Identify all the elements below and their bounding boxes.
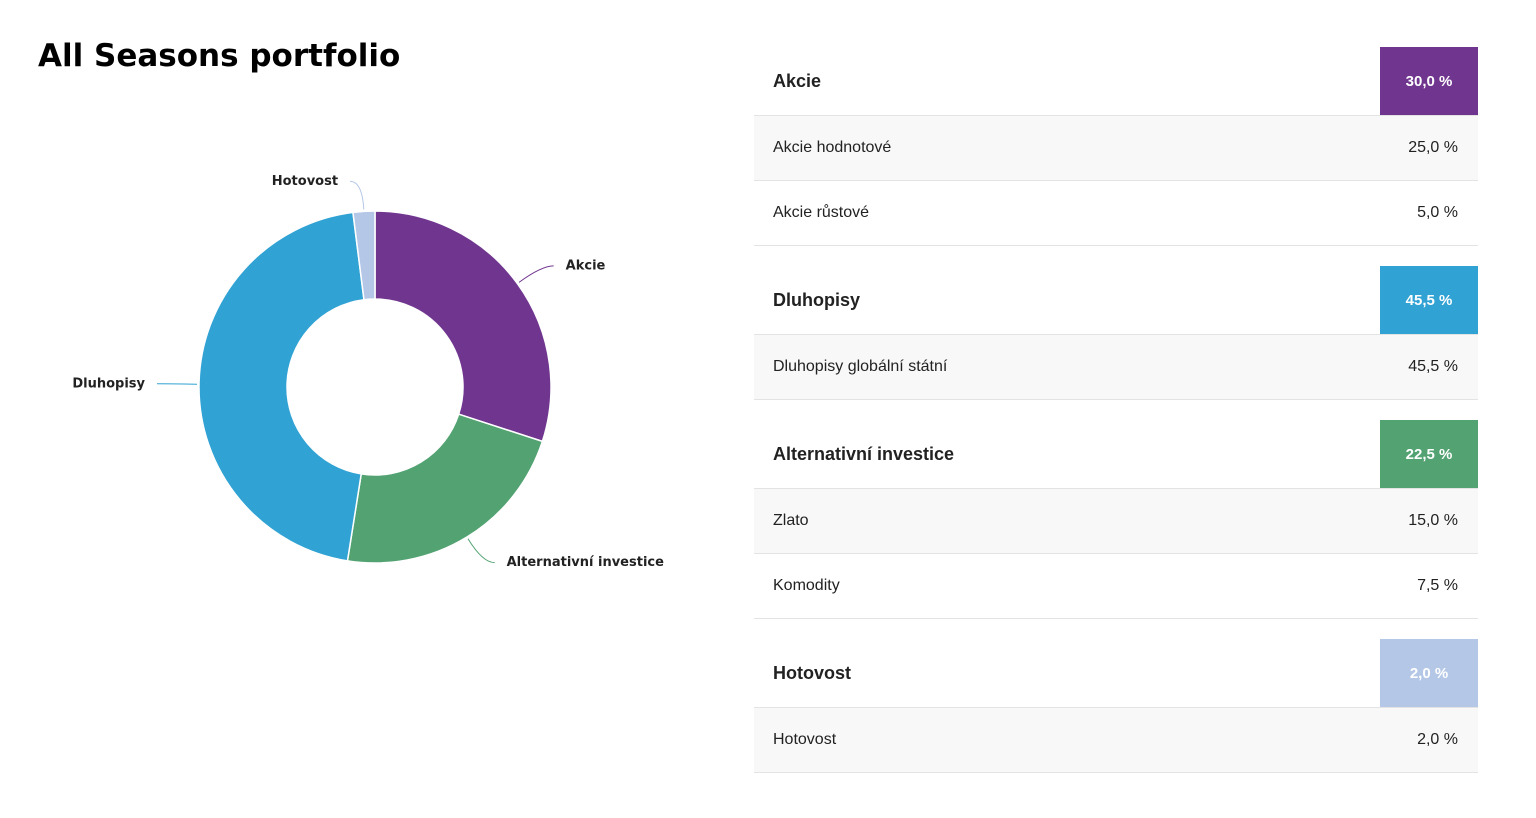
leader-line: [350, 180, 365, 210]
group-name: Hotovost: [773, 662, 851, 683]
table-row: Zlato 15,0 %: [754, 489, 1478, 554]
group-header: Hotovost 2,0 %: [754, 639, 1478, 708]
group-header: Akcie 30,0 %: [754, 47, 1478, 116]
row-name: Akcie hodnotové: [773, 139, 892, 156]
leader-line: [467, 538, 495, 564]
table-row: Komodity 7,5 %: [754, 554, 1478, 619]
row-name: Zlato: [773, 512, 809, 529]
slice-label: Alternativní investice: [507, 555, 664, 570]
group-name: Dluhopisy: [773, 289, 861, 310]
leader-line: [518, 265, 554, 283]
slice: [198, 211, 365, 562]
row-name: Akcie růstové: [773, 204, 870, 221]
row-name: Dluhopisy globální státní: [773, 358, 948, 375]
slice: [352, 210, 376, 301]
group: Akcie 30,0 % Akcie hodnotové 25,0 % Akcie rů…: [754, 47, 1478, 246]
row-name: Hotovost: [773, 731, 837, 748]
group: Hotovost 2,0 % Hotovost 2,0 %: [754, 639, 1478, 773]
page-title: All Seasons portfolio: [38, 38, 401, 74]
row-value: 5,0 %: [1417, 204, 1458, 221]
allocation-table: Akcie 30,0 % Akcie hodnotové 25,0 % Akcie rů…: [754, 47, 1478, 793]
row-value: 25,0 %: [1408, 139, 1458, 156]
group-name: Akcie: [773, 70, 822, 91]
row-name: Komodity: [773, 577, 840, 594]
slice-label: Hotovost: [272, 174, 338, 189]
slice: [346, 413, 544, 564]
row-value: 2,0 %: [1417, 731, 1458, 748]
donut-chart: Akcie Alternativní investice Dluhopisy Hoto…: [72, 174, 664, 570]
group-value: 2,0 %: [1380, 639, 1478, 707]
group-header: Alternativní investice 22,5 %: [754, 420, 1478, 489]
row-value: 7,5 %: [1417, 577, 1458, 594]
group-value: 30,0 %: [1380, 47, 1478, 115]
table-row: Akcie růstové 5,0 %: [754, 181, 1478, 246]
row-value: 15,0 %: [1408, 512, 1458, 529]
group-value: 45,5 %: [1380, 266, 1478, 334]
table-row: Dluhopisy globální státní 45,5 %: [754, 335, 1478, 400]
group-header: Dluhopisy 45,5 %: [754, 266, 1478, 335]
group: Alternativní investice 22,5 % Zlato 15,0 % K…: [754, 420, 1478, 619]
slice-label: Akcie: [566, 258, 606, 273]
table-row: Hotovost 2,0 %: [754, 708, 1478, 773]
group: Dluhopisy 45,5 % Dluhopisy globální státní…: [754, 266, 1478, 400]
slice: [374, 210, 552, 443]
group-value: 22,5 %: [1380, 420, 1478, 488]
table-row: Akcie hodnotové 25,0 %: [754, 116, 1478, 181]
slice-label: Dluhopisy: [72, 376, 145, 391]
group-name: Alternativní investice: [773, 443, 955, 464]
row-value: 45,5 %: [1408, 358, 1458, 375]
